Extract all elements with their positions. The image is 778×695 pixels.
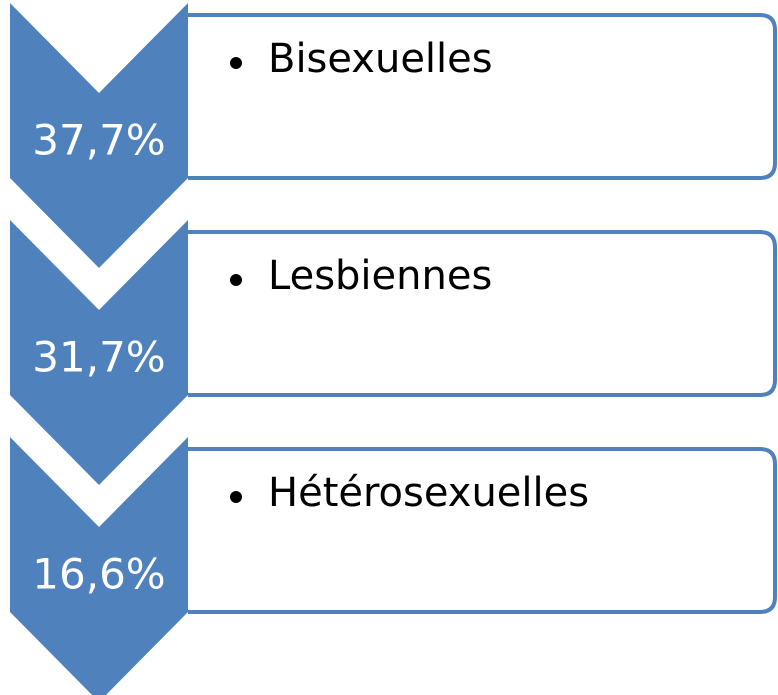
- percent-label: 37,7%: [32, 116, 165, 165]
- percent-label: 31,7%: [32, 333, 165, 382]
- chevron: [10, 220, 188, 485]
- item-label: Lesbiennes: [268, 253, 492, 299]
- item-label: Hétérosexuelles: [268, 470, 589, 516]
- bullet: [230, 57, 242, 69]
- chevron: [10, 437, 188, 695]
- chevron: [10, 3, 188, 268]
- text-box: [188, 230, 777, 397]
- text-box: [188, 13, 777, 180]
- percent-label: 16,6%: [32, 550, 165, 599]
- item-label: Bisexuelles: [268, 36, 493, 82]
- bullet: [230, 491, 242, 503]
- text-box: [188, 447, 777, 614]
- bullet: [230, 274, 242, 286]
